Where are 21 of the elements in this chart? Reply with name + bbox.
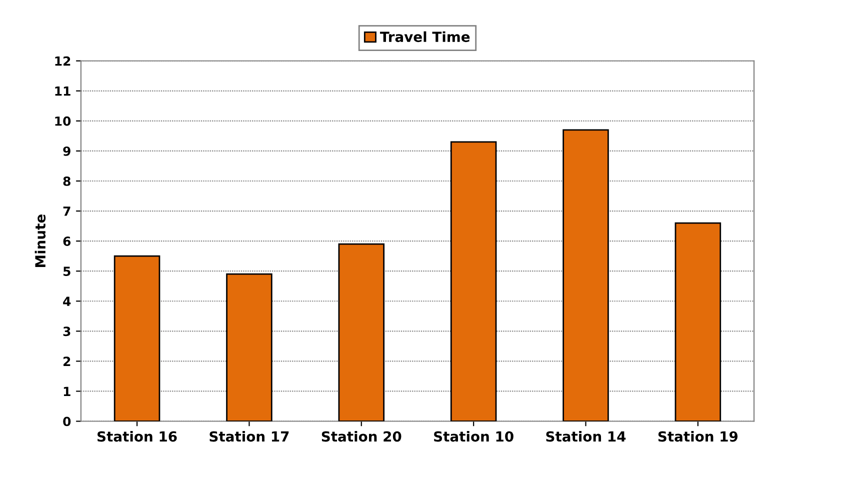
x-tick-label: Station 14 (546, 430, 626, 442)
y-tick-label: 7 (63, 206, 70, 216)
y-tick-label: 4 (63, 296, 71, 306)
y-tick-label: 2 (64, 356, 70, 366)
x-tick-label: Station 20 (322, 430, 402, 442)
y-tick-label: 3 (63, 326, 70, 336)
x-tick-label: Station 16 (98, 430, 177, 442)
legend-label: Travel Time (380, 31, 470, 42)
y-tick-label: 10 (55, 116, 71, 126)
y-tick-label: 11 (55, 86, 70, 96)
y-tick-label: 5 (63, 266, 70, 276)
y-tick-label: 0 (63, 416, 71, 426)
y-tick-label: 9 (63, 146, 70, 156)
y-tick-label: 1 (64, 386, 70, 396)
y-tick-label: 12 (55, 56, 70, 66)
x-tick-label: Station 10 (434, 430, 514, 442)
y-axis-title: Minute (34, 214, 46, 267)
x-tick-label: Station 17 (210, 430, 289, 442)
x-tick-label: Station 19 (658, 430, 738, 442)
y-tick-label: 8 (63, 176, 70, 186)
y-tick-label: 6 (63, 236, 71, 246)
